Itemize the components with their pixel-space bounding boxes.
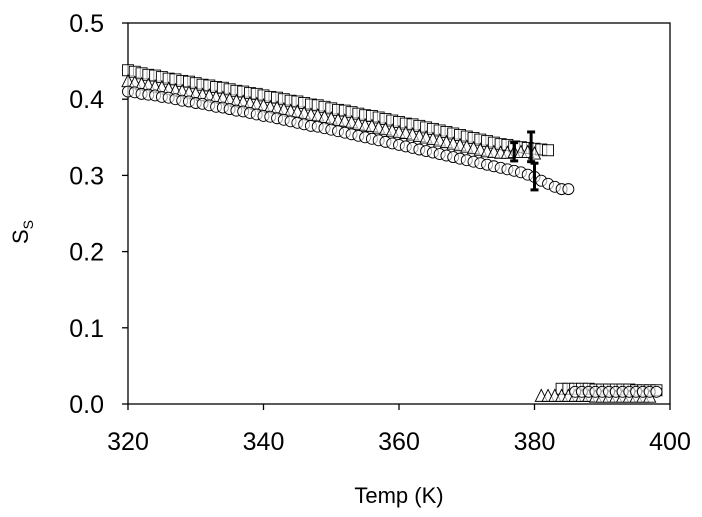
y-axis-title-main: S <box>8 229 33 244</box>
x-tick-label: 320 <box>107 428 149 456</box>
y-tick-label: 0.4 <box>69 86 104 114</box>
axis-ticks: 320 340 360 380 400 0.0 0.1 0.2 0.3 0.4 0.5 <box>69 10 691 456</box>
y-axis-title: SS <box>8 220 36 244</box>
y-axis-title-subscript: S <box>20 220 36 229</box>
y-tick-label: 0.5 <box>69 10 104 38</box>
error-bar <box>530 161 539 192</box>
y-tick-label: 0.3 <box>69 162 104 190</box>
y-tick-label: 0.1 <box>69 315 104 343</box>
y-tick-label: 0.0 <box>69 391 104 419</box>
square-point <box>542 144 554 157</box>
error-bar <box>510 141 519 163</box>
series-circles <box>122 85 663 398</box>
x-tick-label: 380 <box>514 428 556 456</box>
x-tick-label: 360 <box>378 428 420 456</box>
svg-text:SS: SS <box>8 220 36 244</box>
error-bar <box>527 130 536 164</box>
x-axis-title: Temp (K) <box>354 483 443 508</box>
x-tick-label: 340 <box>243 428 285 456</box>
circle-point <box>650 385 663 398</box>
y-tick-label: 0.2 <box>69 239 104 267</box>
x-tick-label: 400 <box>649 428 691 456</box>
error-bars <box>510 130 539 192</box>
circle-point <box>562 183 575 196</box>
